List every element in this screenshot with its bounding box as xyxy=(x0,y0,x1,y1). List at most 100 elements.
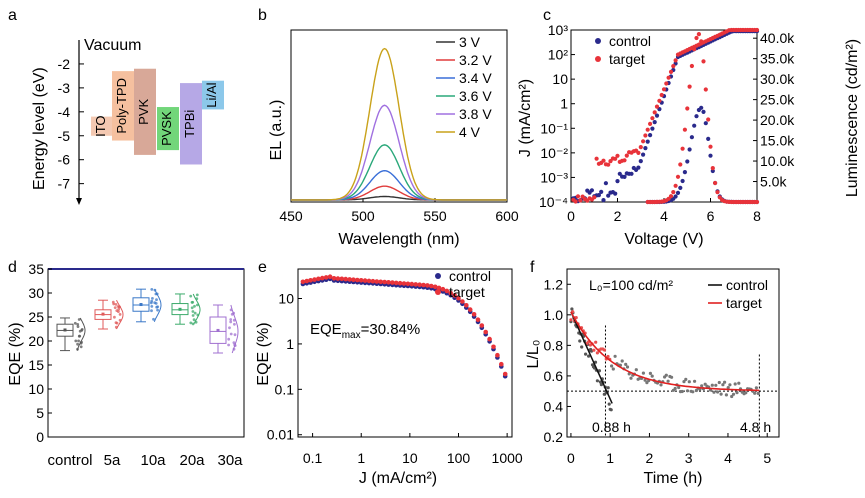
panel-a-ytick-label: -6 xyxy=(58,152,71,168)
eqe-point-target xyxy=(339,276,345,282)
fit-line-target xyxy=(570,311,760,392)
eqe-point-target xyxy=(491,344,496,350)
lifetime-point-target xyxy=(714,383,718,387)
lum-point-target xyxy=(678,162,683,167)
box-datapoint-30a xyxy=(228,326,231,330)
box-datapoint-control xyxy=(76,325,80,328)
lifetime-point-target xyxy=(641,371,646,375)
j-point-target xyxy=(606,162,611,167)
j-point-control xyxy=(652,120,657,125)
eqe-point-target xyxy=(429,283,434,289)
eqe-point-target xyxy=(308,278,313,283)
legend-label-4V: 4 V xyxy=(459,124,481,140)
lum-point-control xyxy=(685,159,690,164)
lum-point-target xyxy=(673,183,678,188)
lifetime-point-control xyxy=(587,354,591,358)
lum-point-control xyxy=(694,114,699,119)
lifetime-point-target xyxy=(613,354,617,358)
box-datapoint-20a xyxy=(191,300,195,304)
box-datapoint-20a xyxy=(191,322,195,326)
panel-c-xtick-label: 6 xyxy=(707,208,715,224)
box-datapoint-control xyxy=(79,345,83,349)
panel-b-letter: b xyxy=(258,7,267,24)
lifetime-point-control xyxy=(595,379,600,383)
lifetime-point-control xyxy=(606,386,610,390)
lum-point-target xyxy=(715,190,720,195)
lifetime-point-target xyxy=(643,378,647,382)
j-point-target xyxy=(652,110,657,115)
panel-c-ytick-left-label: 10⁻¹ xyxy=(540,120,568,136)
panel-b-el-spectra: b EL (a.u.) Wavelength (nm) 450 500 550 600… xyxy=(258,7,519,248)
lifetime-point-target xyxy=(624,362,628,366)
j-point-target xyxy=(645,127,650,132)
lifetime-point-target xyxy=(700,384,704,388)
eqe-point-target xyxy=(331,276,337,281)
el-curve-4V xyxy=(291,47,507,201)
box-datapoint-control xyxy=(80,340,83,344)
panel-f-frame xyxy=(566,268,780,438)
lum-point-target xyxy=(706,117,711,122)
lum-point-control xyxy=(699,105,704,110)
panel-d-ytick-label: 30 xyxy=(28,285,44,301)
panel-c-ytick-right-label: 10.0k xyxy=(760,153,795,169)
legend-label-control: control xyxy=(726,277,768,293)
eqe-point-target xyxy=(370,278,376,284)
lifetime-point-control xyxy=(580,345,584,349)
box-mean-20a xyxy=(178,307,182,311)
eqe-point-target xyxy=(499,361,504,367)
el-curve-34V xyxy=(291,169,507,201)
lum-point-target xyxy=(692,47,697,52)
lifetime-point-control xyxy=(570,307,574,311)
eqe-point-target xyxy=(432,284,438,290)
panel-d-ytick-label: 0 xyxy=(36,429,44,445)
lifetime-point-control xyxy=(602,392,606,396)
box-datapoint-20a xyxy=(196,313,200,317)
box-datapoint-20a xyxy=(195,297,199,301)
panel-c-ytick-left-label: 10² xyxy=(548,47,569,63)
lum-point-target xyxy=(703,87,708,92)
panel-a-axis-arrow xyxy=(76,198,82,205)
lifetime-point-target xyxy=(693,379,697,383)
panel-e-xtick-label: 10 xyxy=(402,450,418,466)
j-point-control xyxy=(603,181,609,186)
panel-a-ytick-label: -7 xyxy=(58,176,71,192)
j-point-target xyxy=(594,156,599,161)
legend-label-36V: 3.6 V xyxy=(459,88,492,104)
j-point-target xyxy=(638,145,643,150)
lifetime-point-target xyxy=(735,391,739,395)
j-point-target xyxy=(666,75,671,80)
eqe-point-target xyxy=(320,275,325,281)
panel-e-letter: e xyxy=(258,259,267,276)
lifetime-point-target xyxy=(737,381,741,385)
box-mean-10a xyxy=(139,303,143,307)
layer-pvk-box xyxy=(134,68,156,155)
panel-f-xtick-label: 1 xyxy=(606,450,614,466)
box-datapoint-20a xyxy=(193,304,196,308)
lum-point-target xyxy=(708,144,713,149)
layer-ito-label: ITO xyxy=(93,115,108,136)
box-datapoint-20a xyxy=(193,311,197,315)
lifetime-point-target xyxy=(659,383,663,387)
lifetime-point-target xyxy=(627,372,631,376)
panel-d-category-control: control xyxy=(47,452,92,469)
panel-c-ytick-right-label: 25.0k xyxy=(760,92,795,108)
box-datapoint-30a xyxy=(232,318,236,322)
lifetime-point-target xyxy=(694,388,699,393)
box-datapoint-control xyxy=(74,339,78,343)
panel-a-ytick-label: -2 xyxy=(58,56,71,72)
lum-point-target xyxy=(675,174,681,179)
j-point-target xyxy=(657,98,662,103)
lifetime-point-target xyxy=(724,393,729,397)
eqe-point-target xyxy=(382,279,387,285)
box-datapoint-10a xyxy=(150,299,154,303)
box-datapoint-10a xyxy=(156,308,160,312)
eqe-point-target xyxy=(471,312,477,317)
j-point-control xyxy=(613,191,618,196)
j-point-target xyxy=(592,195,597,200)
box-mean-control xyxy=(63,328,67,332)
box-datapoint-10a xyxy=(154,302,158,305)
panel-c-ylabel-left: J (mA/cm²) xyxy=(517,79,534,157)
lifetime-point-target xyxy=(629,376,633,380)
panel-e-xlabel: J (mA/cm²) xyxy=(359,470,437,487)
